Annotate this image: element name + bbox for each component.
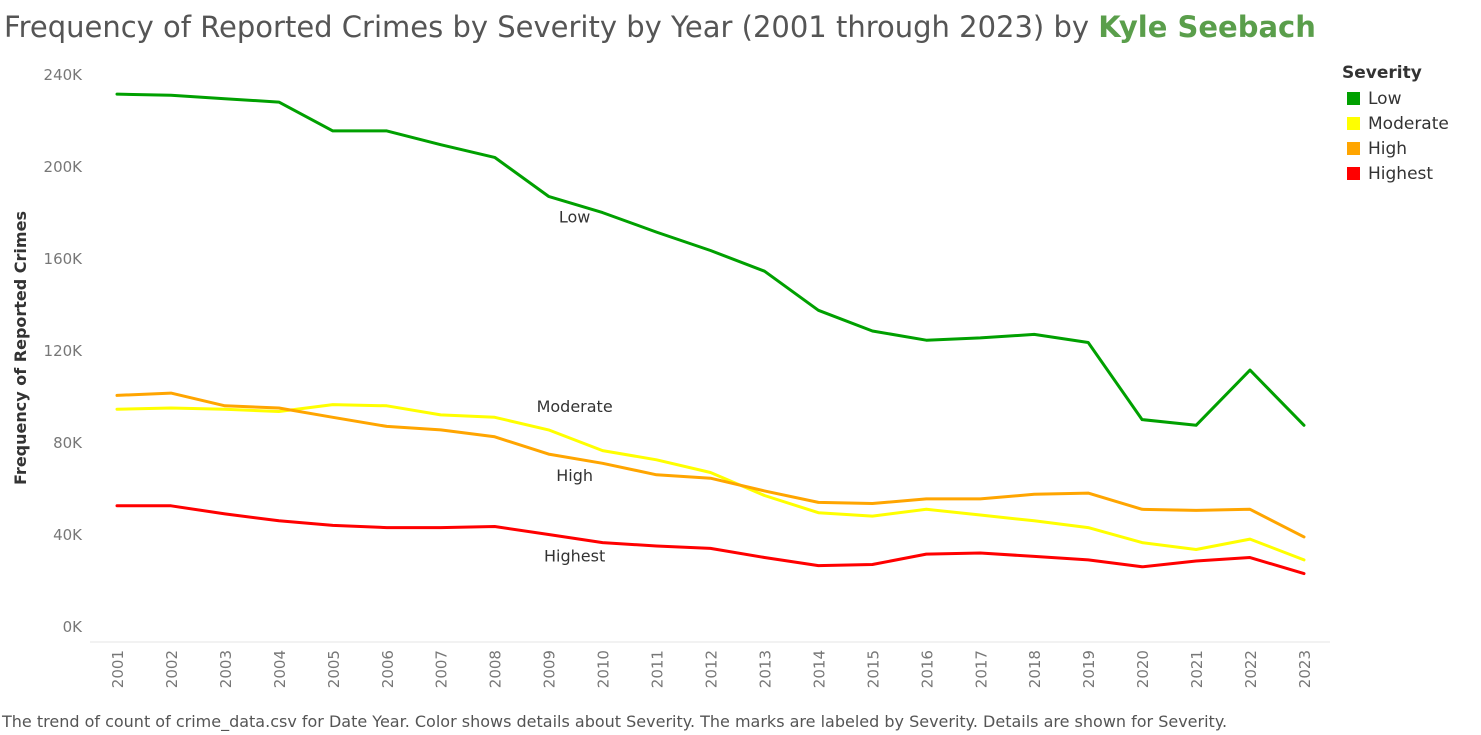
legend: Severity Low Moderate High Highest — [1342, 63, 1449, 186]
x-tick-label: 2013 — [756, 650, 774, 688]
x-tick-label: 2016 — [918, 650, 936, 688]
series-line-high[interactable] — [115, 391, 1306, 539]
series-line-low[interactable] — [115, 92, 1306, 427]
series-lines — [115, 92, 1306, 576]
x-tick-label: 2020 — [1134, 650, 1152, 688]
legend-item-highest[interactable]: Highest — [1342, 161, 1449, 186]
legend-title: Severity — [1342, 63, 1422, 83]
legend-item-high[interactable]: High — [1342, 136, 1449, 161]
y-tick-label: 120K — [44, 342, 84, 360]
x-tick-label: 2012 — [703, 650, 721, 688]
chart-title: Frequency of Reported Crimes by Severity… — [4, 10, 1316, 44]
series-line-highest[interactable] — [115, 504, 1306, 576]
x-tick-label: 2019 — [1080, 650, 1098, 688]
legend-label: Highest — [1368, 163, 1434, 184]
legend-item-low[interactable]: Low — [1342, 86, 1449, 111]
x-tick-label: 2005 — [325, 650, 343, 688]
series-line-moderate[interactable] — [115, 403, 1306, 562]
x-tick-label: 2004 — [271, 650, 289, 688]
x-tick-label: 2011 — [649, 650, 667, 688]
x-tick-label: 2010 — [595, 650, 613, 688]
legend-swatch — [1347, 167, 1360, 180]
y-tick-label: 240K — [44, 66, 84, 84]
series-label-highest: Highest — [544, 547, 605, 566]
y-axis-title: Frequency of Reported Crimes — [11, 211, 30, 485]
y-tick-label: 160K — [44, 250, 84, 268]
x-tick-label: 2014 — [810, 650, 828, 688]
legend-item-moderate[interactable]: Moderate — [1342, 111, 1449, 136]
x-tick-label: 2008 — [487, 650, 505, 688]
x-tick-label: 2015 — [864, 650, 882, 688]
x-axis-ticks: 2001 2002 2003 2004 2005 2006 2007 2008 2009 2010… — [109, 650, 1314, 688]
y-tick-label: 0K — [63, 618, 84, 636]
legend-label: High — [1368, 138, 1408, 159]
x-tick-label: 2023 — [1296, 650, 1314, 688]
title-text: Frequency of Reported Crimes by Severity… — [4, 10, 1099, 44]
x-tick-label: 2002 — [163, 650, 181, 688]
series-labels: Low Moderate High Highest — [537, 207, 613, 565]
y-tick-label: 200K — [44, 158, 84, 176]
x-tick-label: 2001 — [109, 650, 127, 688]
series-label-high: High — [556, 466, 593, 485]
x-tick-label: 2006 — [379, 650, 397, 688]
legend-label: Moderate — [1368, 113, 1449, 134]
x-tick-label: 2017 — [972, 650, 990, 688]
legend-swatch — [1347, 92, 1360, 105]
x-tick-label: 2022 — [1242, 650, 1260, 688]
x-tick-label: 2003 — [217, 650, 235, 688]
x-tick-label: 2009 — [541, 650, 559, 688]
y-axis-ticks: 0K 40K 80K 120K 160K 200K 240K — [44, 66, 84, 636]
x-tick-label: 2007 — [433, 650, 451, 688]
legend-swatch — [1347, 117, 1360, 130]
y-tick-label: 80K — [53, 434, 83, 452]
legend-swatch — [1347, 142, 1360, 155]
title-author: Kyle Seebach — [1098, 10, 1316, 44]
series-label-low: Low — [559, 207, 591, 226]
x-tick-label: 2021 — [1188, 650, 1206, 688]
legend-label: Low — [1368, 88, 1402, 109]
chart-caption: The trend of count of crime_data.csv for… — [2, 712, 1228, 731]
x-tick-label: 2018 — [1026, 650, 1044, 688]
series-label-moderate: Moderate — [537, 397, 613, 416]
y-tick-label: 40K — [53, 526, 83, 544]
